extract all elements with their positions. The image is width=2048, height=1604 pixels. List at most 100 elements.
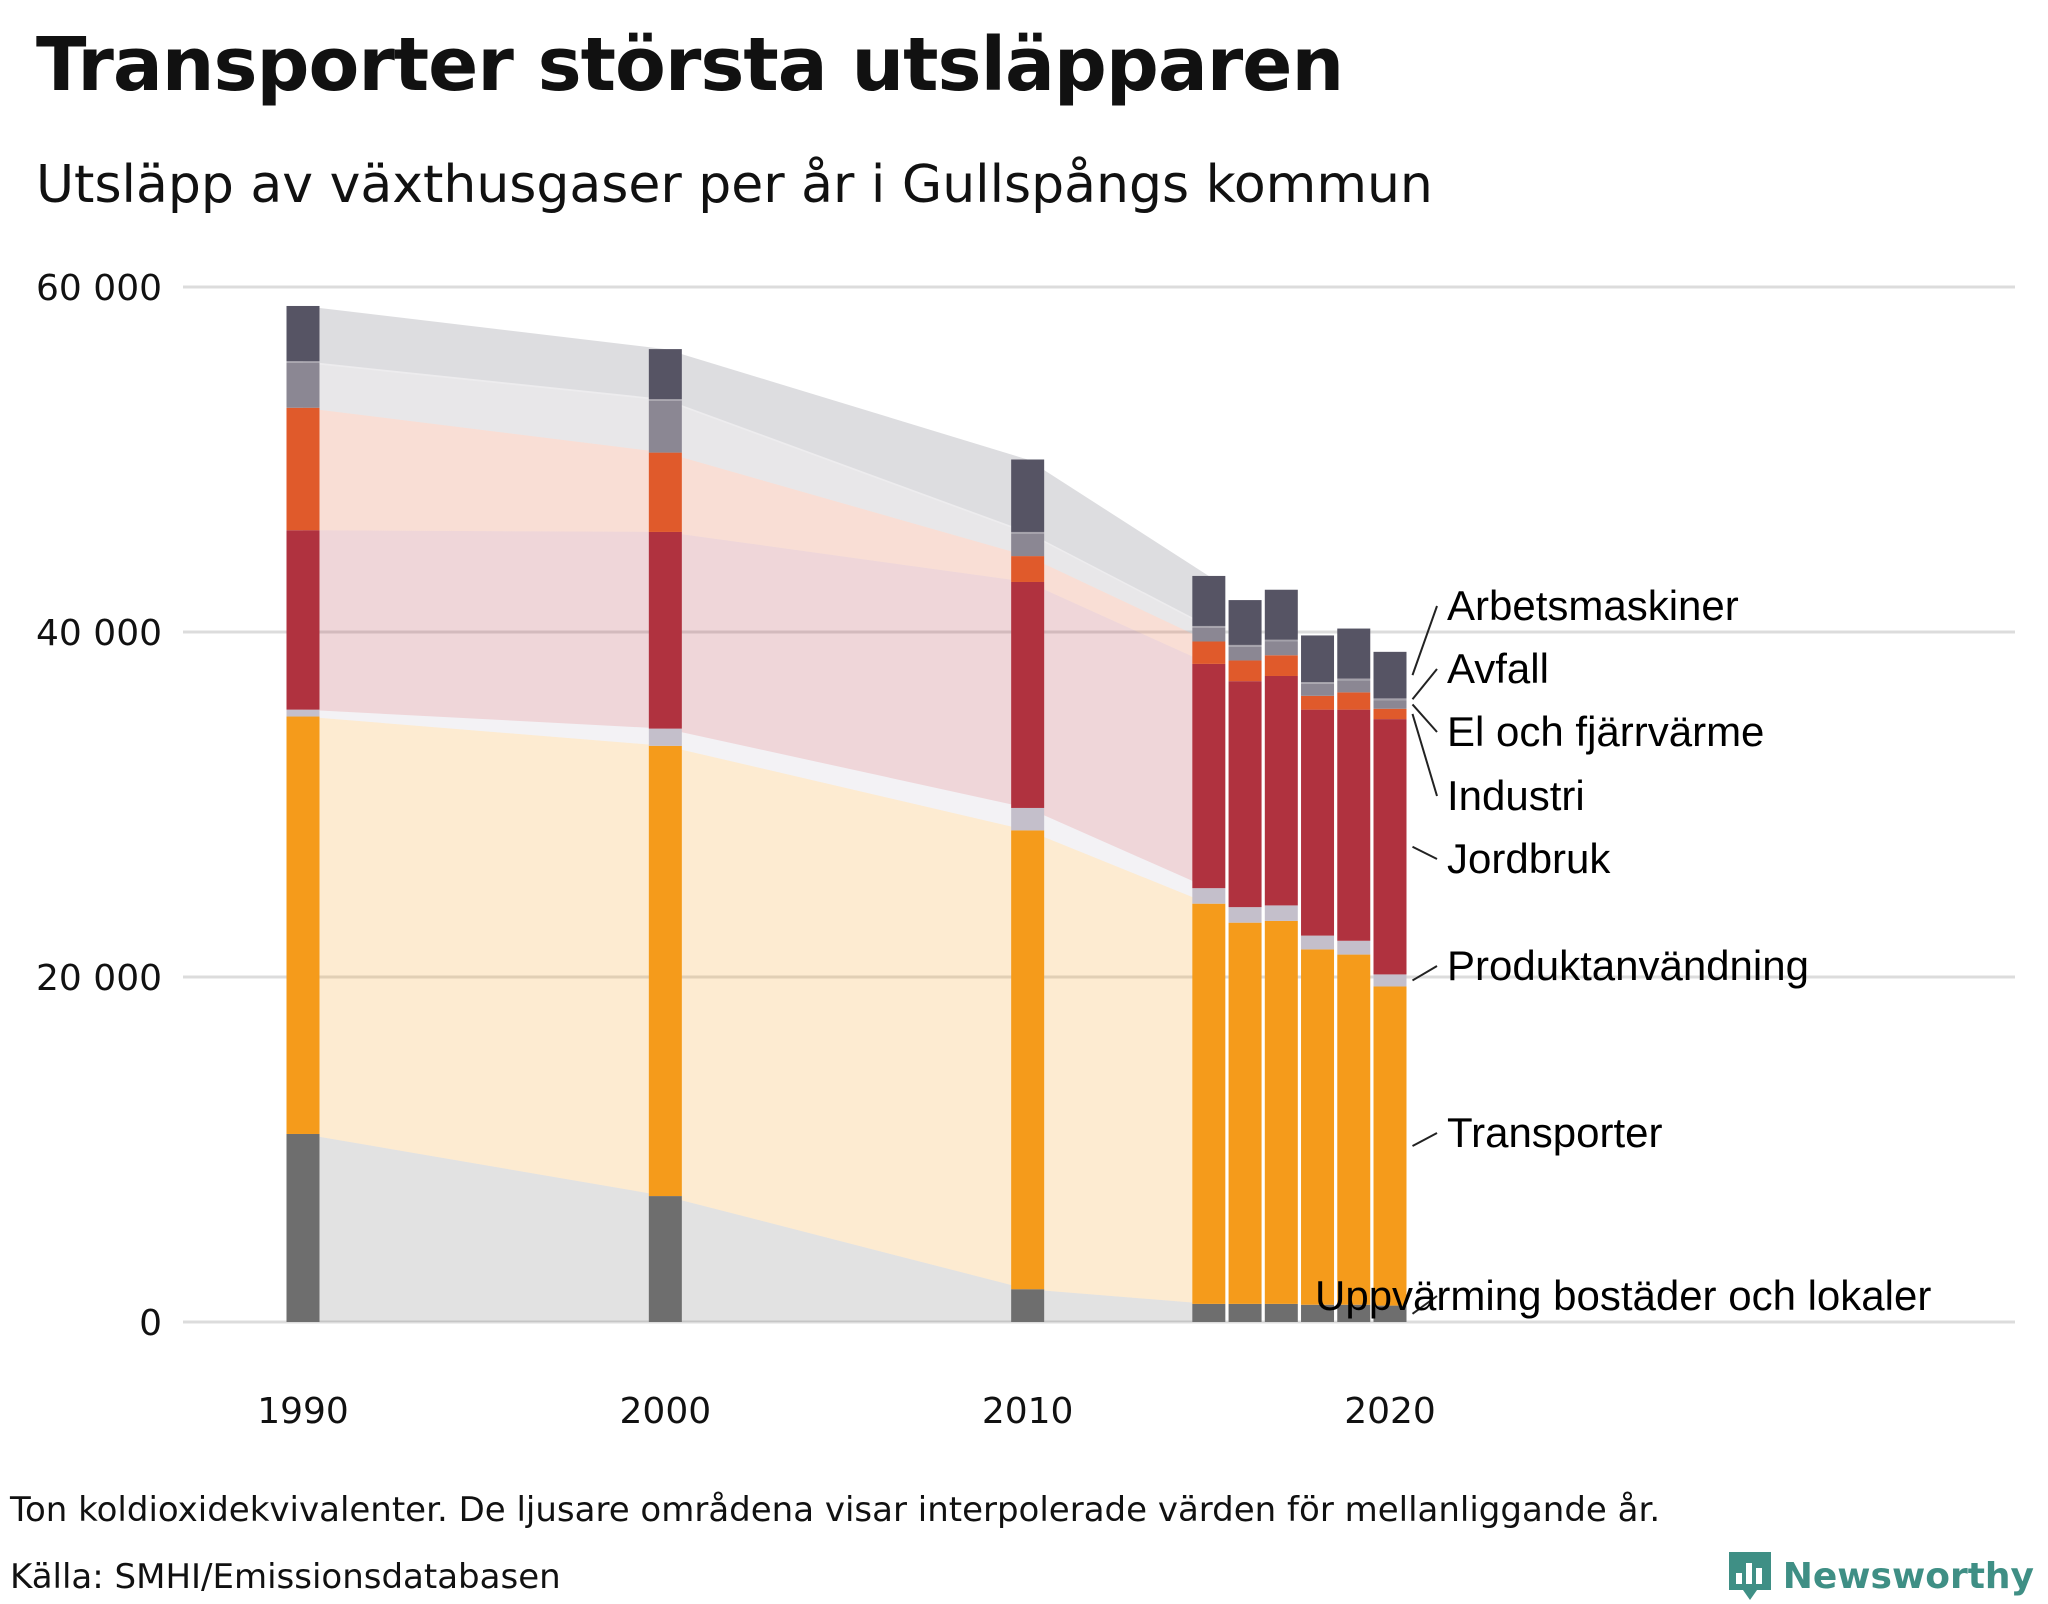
bar-segment — [1011, 531, 1045, 534]
bar-segment — [648, 531, 682, 729]
label-leader-line — [1411, 668, 1438, 700]
bar-segment — [1337, 954, 1371, 1305]
bar-segment — [1337, 680, 1371, 693]
label-leader-line — [1411, 965, 1438, 982]
area-jordbruk — [303, 530, 1209, 889]
bar-segment — [1373, 698, 1407, 701]
bar-segment — [648, 745, 682, 1197]
bar-segment — [648, 349, 682, 400]
series-label: Uppvärming bostäder och lokaler — [1315, 1272, 1931, 1319]
area-uppvärming-bostäder-och-lokaler — [303, 1133, 1209, 1322]
bar-segment — [1228, 1303, 1262, 1322]
bar-segment — [1228, 681, 1262, 908]
bar-segment — [1228, 660, 1262, 682]
bar-segment — [1228, 644, 1262, 647]
bar-segment — [1192, 888, 1226, 904]
bar-segment — [1192, 641, 1226, 664]
bar-segment — [1228, 600, 1262, 645]
chart-note: Ton koldioxidekvivalenter. De ljusare om… — [10, 1490, 1661, 1530]
bar-segment — [1264, 589, 1298, 640]
series-label: Transporter — [1447, 1109, 1663, 1156]
bar-segment — [286, 362, 320, 408]
bar-segment — [1373, 986, 1407, 1306]
x-tick-label: 2000 — [620, 1391, 712, 1432]
bar-segment — [648, 1196, 682, 1322]
bar-segment — [1301, 683, 1335, 696]
label-leader-line — [1412, 1132, 1438, 1147]
bar-segment — [1373, 708, 1407, 720]
series-label: Industri — [1447, 772, 1585, 819]
bar-segment — [1264, 641, 1298, 656]
bar-segment — [1301, 709, 1335, 936]
bar-segment — [1264, 920, 1298, 1304]
area-industri — [303, 407, 1209, 664]
series-label: Jordbruk — [1447, 835, 1611, 882]
bar-segment — [648, 728, 682, 746]
bar-segment — [1192, 903, 1226, 1304]
bar-segment — [1192, 627, 1226, 642]
x-tick-label: 1990 — [257, 1391, 349, 1432]
bar-segment — [1373, 719, 1407, 975]
area-produktanvändning — [303, 709, 1209, 904]
y-tick-label: 20 000 — [36, 958, 162, 999]
brand: Newsworthy — [1725, 1548, 2034, 1604]
bar-segment — [1228, 922, 1262, 1304]
series-label: Produktanvändning — [1447, 942, 1809, 989]
bar-segment — [1264, 639, 1298, 642]
bar-segment — [1337, 678, 1371, 681]
series-label: Arbetsmaskiner — [1447, 582, 1739, 629]
bar-segment — [286, 530, 320, 710]
bar-segment — [1373, 1305, 1407, 1322]
chart-subtitle: Utsläpp av växthusgaser per år i Gullspå… — [36, 155, 1433, 215]
bar-segment — [1373, 974, 1407, 987]
bar-segment — [1011, 1289, 1045, 1322]
bar-segment — [1301, 1304, 1335, 1322]
bar-segment — [286, 361, 320, 363]
label-leader-line — [1412, 845, 1438, 860]
bar-segment — [1228, 646, 1262, 661]
bar-segment — [648, 399, 682, 401]
bar-segment — [1373, 651, 1407, 699]
bar-segment — [1228, 907, 1262, 923]
bar-segment — [1264, 1303, 1298, 1322]
series-labels: Uppvärming bostäder och lokaler Transport… — [1315, 582, 1931, 1319]
x-tick-label: 2010 — [982, 1391, 1074, 1432]
bar-segment — [1192, 625, 1226, 628]
newsworthy-logo-icon — [1728, 1552, 1771, 1600]
bar-segment — [1011, 533, 1045, 557]
x-axis-ticks: 1990 2000 2010 2020 — [257, 1391, 1436, 1432]
y-tick-label: 60 000 — [36, 268, 162, 309]
bar-segment — [1264, 675, 1298, 906]
label-leader-line — [1411, 713, 1438, 797]
chart-title: Transporter största utsläpparen — [36, 22, 1344, 108]
chart-source: Källa: SMHI/Emissionsdatabasen — [10, 1557, 561, 1597]
brand-name: Newsworthy — [1782, 1555, 2034, 1597]
bar-segment — [648, 452, 682, 532]
y-axis-ticks: 0 20 000 40 000 60 000 — [36, 268, 162, 1344]
bar-segment — [286, 709, 320, 717]
x-tick-label: 2020 — [1344, 1391, 1436, 1432]
bar-segment — [1192, 1303, 1226, 1322]
bar-segment — [1264, 655, 1298, 676]
bar-segment — [1301, 682, 1335, 684]
bar-segment — [1337, 692, 1371, 710]
bar-segment — [1337, 709, 1371, 941]
bar-segment — [286, 305, 320, 362]
bar-segment — [648, 400, 682, 453]
bar-segment — [1192, 575, 1226, 626]
bar-segment — [1337, 1304, 1371, 1322]
area-transporter — [303, 716, 1209, 1304]
bar-segment — [286, 407, 320, 531]
bar-segment — [1192, 663, 1226, 889]
label-leader-line — [1411, 703, 1438, 733]
label-leader-line — [1411, 605, 1438, 676]
bar-segment — [1264, 905, 1298, 921]
series-label: El och fjärrvärme — [1447, 708, 1764, 755]
bar-segment — [1301, 935, 1335, 950]
bar-segment — [1337, 940, 1371, 955]
bar-segment — [1011, 459, 1045, 532]
bar-segment — [1301, 695, 1335, 710]
bar-segment — [1011, 807, 1045, 831]
bar-segment — [1301, 949, 1335, 1305]
